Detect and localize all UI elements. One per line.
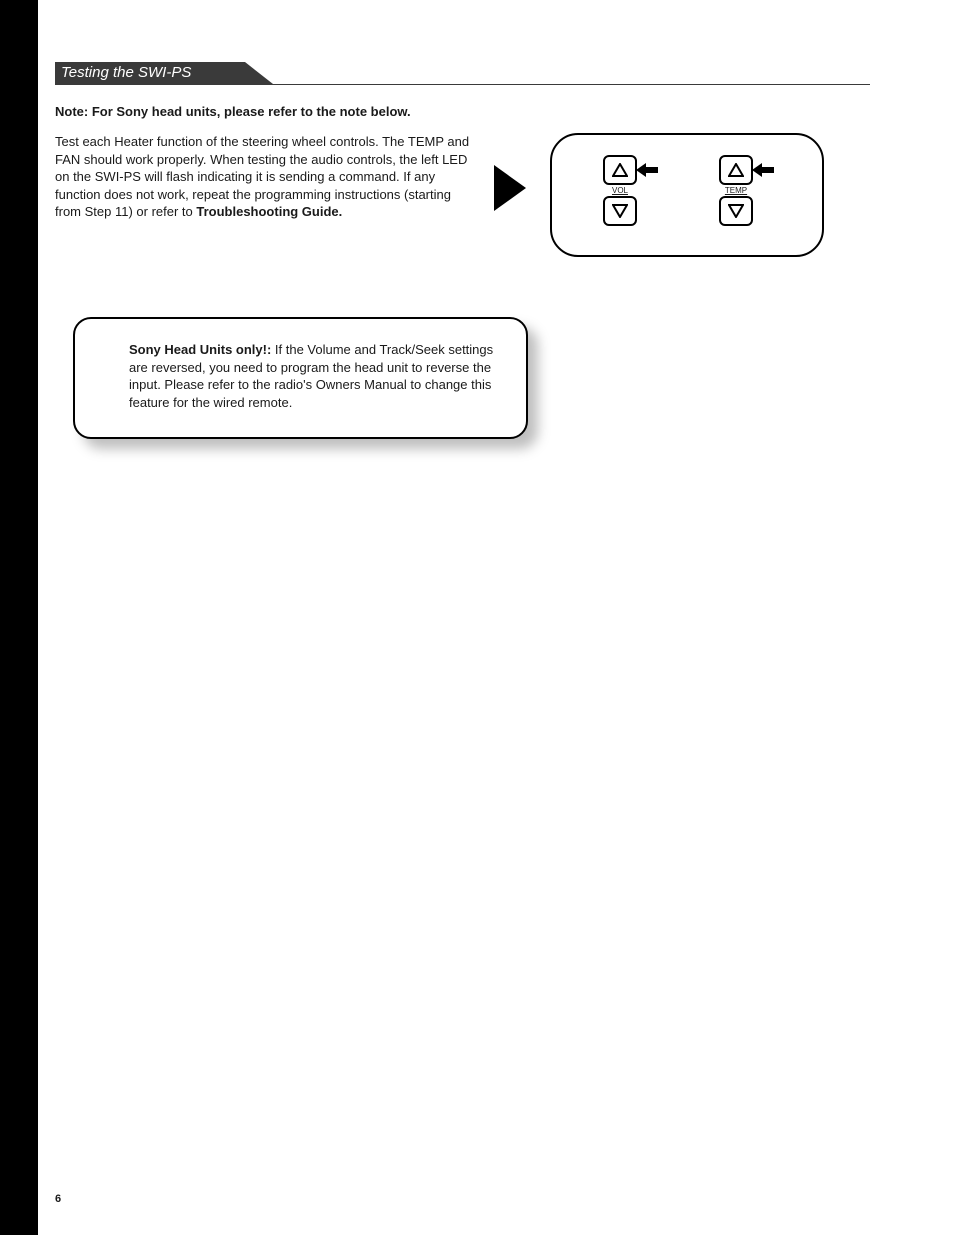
pointer-arrow-icon xyxy=(752,163,774,182)
vol-up-button-icon xyxy=(603,155,637,185)
page-content: Testing the SWI-PS Note: For Sony head u… xyxy=(55,62,915,439)
temp-down-button-icon xyxy=(719,196,753,226)
left-margin-bar xyxy=(0,0,38,1235)
callout-bold: Sony Head Units only!: xyxy=(129,342,275,357)
temp-up-button-icon xyxy=(719,155,753,185)
note-line: Note: For Sony head units, please refer … xyxy=(55,104,915,119)
temp-control-group: TEMP xyxy=(718,155,754,226)
sony-callout-box: Sony Head Units only!: If the Volume and… xyxy=(73,317,528,439)
vol-control-group: VOL xyxy=(602,155,638,226)
section-heading-tab: Testing the SWI-PS xyxy=(55,62,915,86)
tab-triangle-icon xyxy=(245,62,273,84)
arrow-column xyxy=(470,133,550,218)
section-title: Testing the SWI-PS xyxy=(55,62,245,84)
pointer-arrow-icon xyxy=(636,163,658,182)
callout-content: Sony Head Units only!: If the Volume and… xyxy=(73,317,528,439)
diagram-column: VOL TEMP xyxy=(550,133,824,257)
vol-down-button-icon xyxy=(603,196,637,226)
body-paragraph: Test each Heater function of the steerin… xyxy=(55,133,470,221)
page-number: 6 xyxy=(55,1193,61,1205)
body-bold-tail: Troubleshooting Guide. xyxy=(196,204,342,219)
body-row: Test each Heater function of the steerin… xyxy=(55,133,915,257)
temp-label: TEMP xyxy=(718,186,754,195)
vol-label: VOL xyxy=(602,186,638,195)
steering-wheel-diagram: VOL TEMP xyxy=(550,133,824,257)
right-arrow-icon xyxy=(490,163,530,213)
section-underline xyxy=(55,84,870,85)
